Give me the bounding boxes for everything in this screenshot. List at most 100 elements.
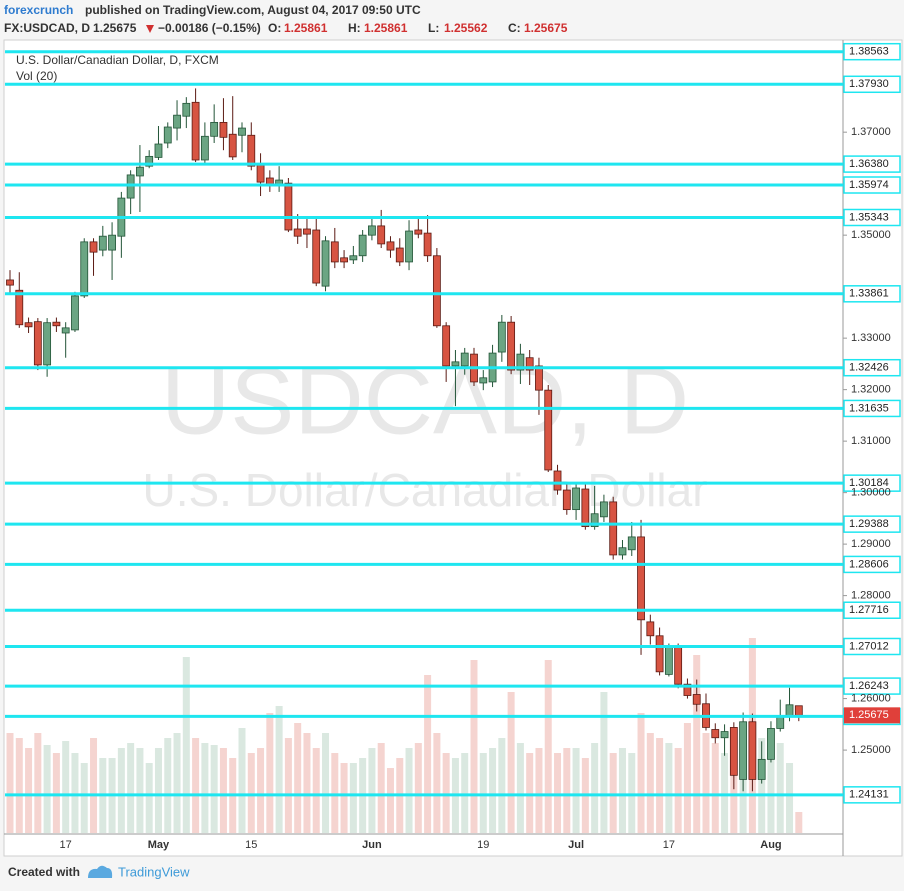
candle-body: [210, 121, 219, 137]
volume-bar: [219, 748, 227, 833]
volume-bar: [182, 657, 190, 833]
volume-bar: [386, 768, 394, 833]
volume-bar: [535, 748, 543, 833]
candle-body: [368, 225, 376, 236]
candle-body: [442, 325, 451, 367]
level-label-box: [843, 786, 901, 804]
volume-bar: [424, 675, 432, 833]
candle-body: [312, 229, 321, 284]
level-label: 1.35343: [849, 211, 889, 223]
volume-bar: [312, 748, 320, 833]
candle-body: [581, 488, 590, 528]
level-label-box: [843, 358, 901, 377]
chart-title: U.S. Dollar/Canadian Dollar, D, FXCM: [16, 53, 219, 67]
candle-body: [265, 177, 274, 185]
volume-bar: [164, 738, 172, 833]
level-label: 1.31635: [849, 402, 889, 414]
volume-bar: [25, 748, 33, 833]
volume-bar: [674, 748, 682, 833]
level-label-box: [843, 155, 901, 173]
candle-body: [61, 327, 70, 334]
candle-body: [432, 255, 441, 327]
volume-bar: [786, 763, 794, 833]
symbol: FX:USDCAD, D: [4, 21, 90, 35]
level-label-box: [843, 208, 901, 227]
volume-bar: [368, 748, 376, 833]
volume-bar: [507, 692, 515, 833]
watermark: USDCAD, D U.S. Dollar/Canadian Dollar: [142, 347, 707, 516]
candle-body: [507, 321, 516, 371]
volume-bar: [461, 753, 469, 833]
candle-body: [497, 321, 506, 353]
tradingview-logo: [88, 865, 113, 878]
level-label: 1.30184: [849, 477, 889, 489]
volume-bar: [340, 763, 348, 833]
volume-bar: [442, 753, 450, 833]
candle-body: [173, 114, 181, 129]
volume-bar: [433, 733, 441, 833]
level-label: 1.36380: [849, 158, 889, 170]
volume-bar: [646, 733, 654, 833]
candle-body: [423, 232, 432, 257]
volume-bar: [201, 743, 209, 833]
ohlc-key: O:: [268, 21, 281, 35]
published: published on TradingView.com, August 04,…: [85, 3, 421, 17]
candle-body: [414, 229, 423, 235]
candle-body: [6, 279, 14, 286]
volume-bar: [257, 748, 265, 833]
volume-bar: [275, 706, 283, 833]
volume-bar: [665, 743, 673, 833]
volume-bar: [767, 748, 775, 833]
candle-body: [683, 683, 692, 696]
candle-body: [71, 295, 79, 331]
volume-bar: [563, 748, 571, 833]
volume-bar: [591, 743, 599, 833]
level-label: 1.28606: [849, 558, 889, 570]
candle-body: [80, 241, 89, 297]
candle-body: [618, 547, 627, 556]
level-label-box: [843, 637, 901, 656]
candle-body: [711, 729, 720, 739]
y-tick-label: 1.31000: [851, 435, 891, 447]
candle-body: [89, 241, 98, 253]
volume-bar: [145, 763, 153, 833]
candle-body: [247, 134, 256, 167]
x-tick-label: Jun: [362, 839, 382, 851]
candle-body: [219, 121, 228, 138]
level-label: 1.32426: [849, 362, 889, 374]
author[interactable]: forexcrunch: [4, 3, 73, 17]
indicator-label: Vol (20): [16, 69, 57, 83]
volume-bar: [349, 763, 357, 833]
watermark-name: U.S. Dollar/Canadian Dollar: [142, 464, 707, 516]
volume-bar: [284, 738, 292, 833]
candle-body: [340, 257, 348, 263]
footer-brand[interactable]: TradingView: [118, 864, 190, 879]
candle-body: [256, 164, 265, 183]
volume-bar: [173, 733, 181, 833]
volume-bar: [544, 660, 552, 833]
volume-bar: [711, 743, 719, 833]
candle-body: [52, 321, 61, 327]
volume-bar: [247, 753, 255, 833]
candle-body: [386, 241, 395, 251]
candle-body: [228, 133, 237, 158]
level-label-box: [843, 555, 901, 574]
y-tick-label: 1.30000: [851, 487, 891, 499]
volume-bar: [489, 748, 497, 833]
volume-bar: [192, 738, 200, 833]
volume-bar: [637, 713, 645, 833]
ohlc-key: L:: [428, 21, 439, 35]
down-arrow: [146, 25, 154, 33]
level-label-box: [843, 677, 901, 695]
level-label-box: [843, 474, 901, 492]
y-tick-label: 1.28000: [851, 590, 891, 602]
volume-bar: [62, 741, 70, 833]
volume-bar: [127, 743, 135, 833]
y-tick-label: 1.25000: [851, 744, 891, 756]
volume-bar: [776, 743, 784, 833]
last-price-box: [844, 707, 900, 724]
volume-bar: [15, 738, 23, 833]
volume-bar: [572, 748, 580, 833]
volume-bar: [470, 660, 478, 833]
